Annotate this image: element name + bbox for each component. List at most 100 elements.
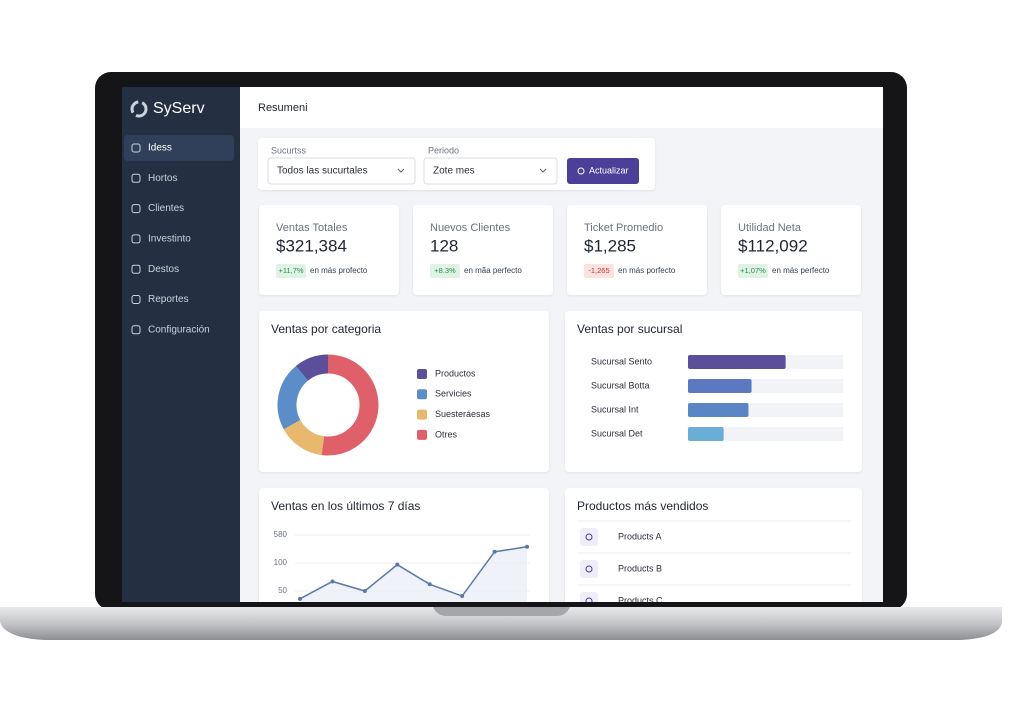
point [362, 589, 367, 593]
nav-item[interactable]: Reportes [148, 294, 189, 305]
kpi-note: en mãa perfecto [464, 266, 522, 275]
legend-label: Productos [435, 368, 476, 378]
y-tick-label: 580 [274, 530, 288, 539]
brand: SyServ [153, 100, 205, 117]
kpi-label: Utilidad Neta [738, 222, 802, 234]
nav-icon [131, 264, 141, 274]
point [395, 562, 400, 567]
y-tick-label: 100 [274, 558, 288, 567]
card-title: Productos más vendidos [577, 499, 708, 513]
product-icon [580, 528, 598, 546]
legend-label: Otres [435, 429, 458, 439]
area [300, 546, 527, 602]
select[interactable] [423, 157, 558, 185]
bar [688, 355, 786, 369]
screen: SyServ Resumeni Sucurtss Todos las sucur… [122, 87, 883, 605]
kpi-badge [276, 264, 306, 278]
kpi-change: +11,7% [278, 266, 303, 275]
nav-icon [131, 143, 141, 153]
bar-track [688, 427, 843, 441]
product-icon [580, 592, 598, 602]
kpi-badge [738, 264, 768, 278]
point [427, 582, 432, 587]
line [299, 546, 528, 600]
kpi-value: 128 [430, 236, 458, 255]
kpi-label: Nuevos Clientes [430, 222, 511, 234]
bar-label: Sucursal Int [591, 404, 639, 414]
donut-segment [277, 366, 309, 430]
donut-segment [321, 354, 379, 456]
bar [688, 379, 752, 393]
nav-item[interactable]: Idess [148, 143, 172, 154]
select-value[interactable]: Todos las sucurtales [277, 166, 368, 177]
legend-label: Servicies [435, 389, 472, 399]
notch [433, 607, 570, 616]
legend-swatch [417, 429, 427, 440]
chart-title: Ventas por sucursal [577, 322, 682, 336]
select[interactable] [267, 157, 416, 185]
nav-icon [131, 173, 141, 183]
product-name[interactable]: Products A [618, 531, 662, 541]
kpi-value: $321,384 [276, 236, 347, 255]
sidebar [122, 87, 240, 602]
legend-swatch [417, 369, 427, 379]
point [492, 549, 497, 554]
button-label[interactable]: Actualizar [589, 165, 629, 175]
kpi-note: en más porfecto [618, 266, 676, 275]
card [259, 311, 549, 472]
y-tick-label: 50 [278, 586, 287, 595]
legend-swatch [417, 389, 427, 400]
filter-label: Periodo [428, 145, 459, 155]
product-icon-glyph [585, 597, 593, 602]
product-icon [580, 560, 598, 578]
product-icon-glyph [585, 565, 593, 573]
nav-item[interactable]: Destos [148, 264, 179, 275]
kpi-label: Ticket Promedio [584, 222, 663, 234]
kpi-change: +8.3% [434, 266, 456, 275]
nav-icon [131, 204, 141, 214]
nav-item[interactable]: Investinto [148, 234, 191, 245]
bar-label: Sucursal Botta [591, 380, 650, 390]
point [298, 596, 302, 601]
select-value[interactable]: Zote mes [433, 166, 475, 177]
kpi-badge [584, 264, 614, 278]
bar-label: Sucursal Det [591, 428, 643, 438]
kpi-change: +1,07% [740, 266, 766, 275]
laptop-base [0, 607, 1002, 640]
nav-icon [131, 325, 141, 335]
legend-swatch [417, 409, 427, 420]
product-name[interactable]: Products B [618, 563, 662, 573]
donut-segment [295, 354, 329, 382]
kpi-note: en más perfecto [772, 266, 830, 275]
kpi-value: $112,092 [738, 236, 808, 255]
nav-item[interactable]: Hortos [148, 173, 177, 184]
nav-icon [131, 234, 141, 244]
kpi-change: -1,265 [588, 266, 609, 275]
kpi-label: Ventas Totales [276, 222, 348, 234]
nav-item[interactable]: Clientes [148, 203, 184, 214]
bar [688, 403, 749, 417]
kpi-badge [430, 264, 460, 278]
kpi-value: $1,285 [584, 236, 636, 255]
legend-label: Suesteráesas [435, 409, 491, 419]
product-name[interactable]: Products C [618, 595, 663, 605]
chart-title: Ventas por categoria [271, 322, 381, 336]
card [259, 488, 549, 602]
kpi-note: en más profecto [310, 266, 368, 275]
product-icon-glyph [585, 533, 593, 541]
filter-label: Sucurtss [271, 145, 307, 155]
page-title: Resumeni [258, 102, 308, 114]
header [240, 87, 883, 128]
nav-icon [131, 295, 141, 304]
bar-label: Sucursal Sento [591, 356, 652, 366]
point [330, 579, 335, 584]
card [565, 488, 862, 602]
point [525, 544, 529, 549]
nav-item[interactable]: Configuración [148, 324, 210, 335]
refresh-button[interactable] [567, 158, 639, 184]
donut-segment [283, 419, 325, 456]
point [460, 594, 465, 599]
bar [688, 427, 724, 441]
chart-title: Ventas en los últimos 7 días [271, 499, 420, 513]
